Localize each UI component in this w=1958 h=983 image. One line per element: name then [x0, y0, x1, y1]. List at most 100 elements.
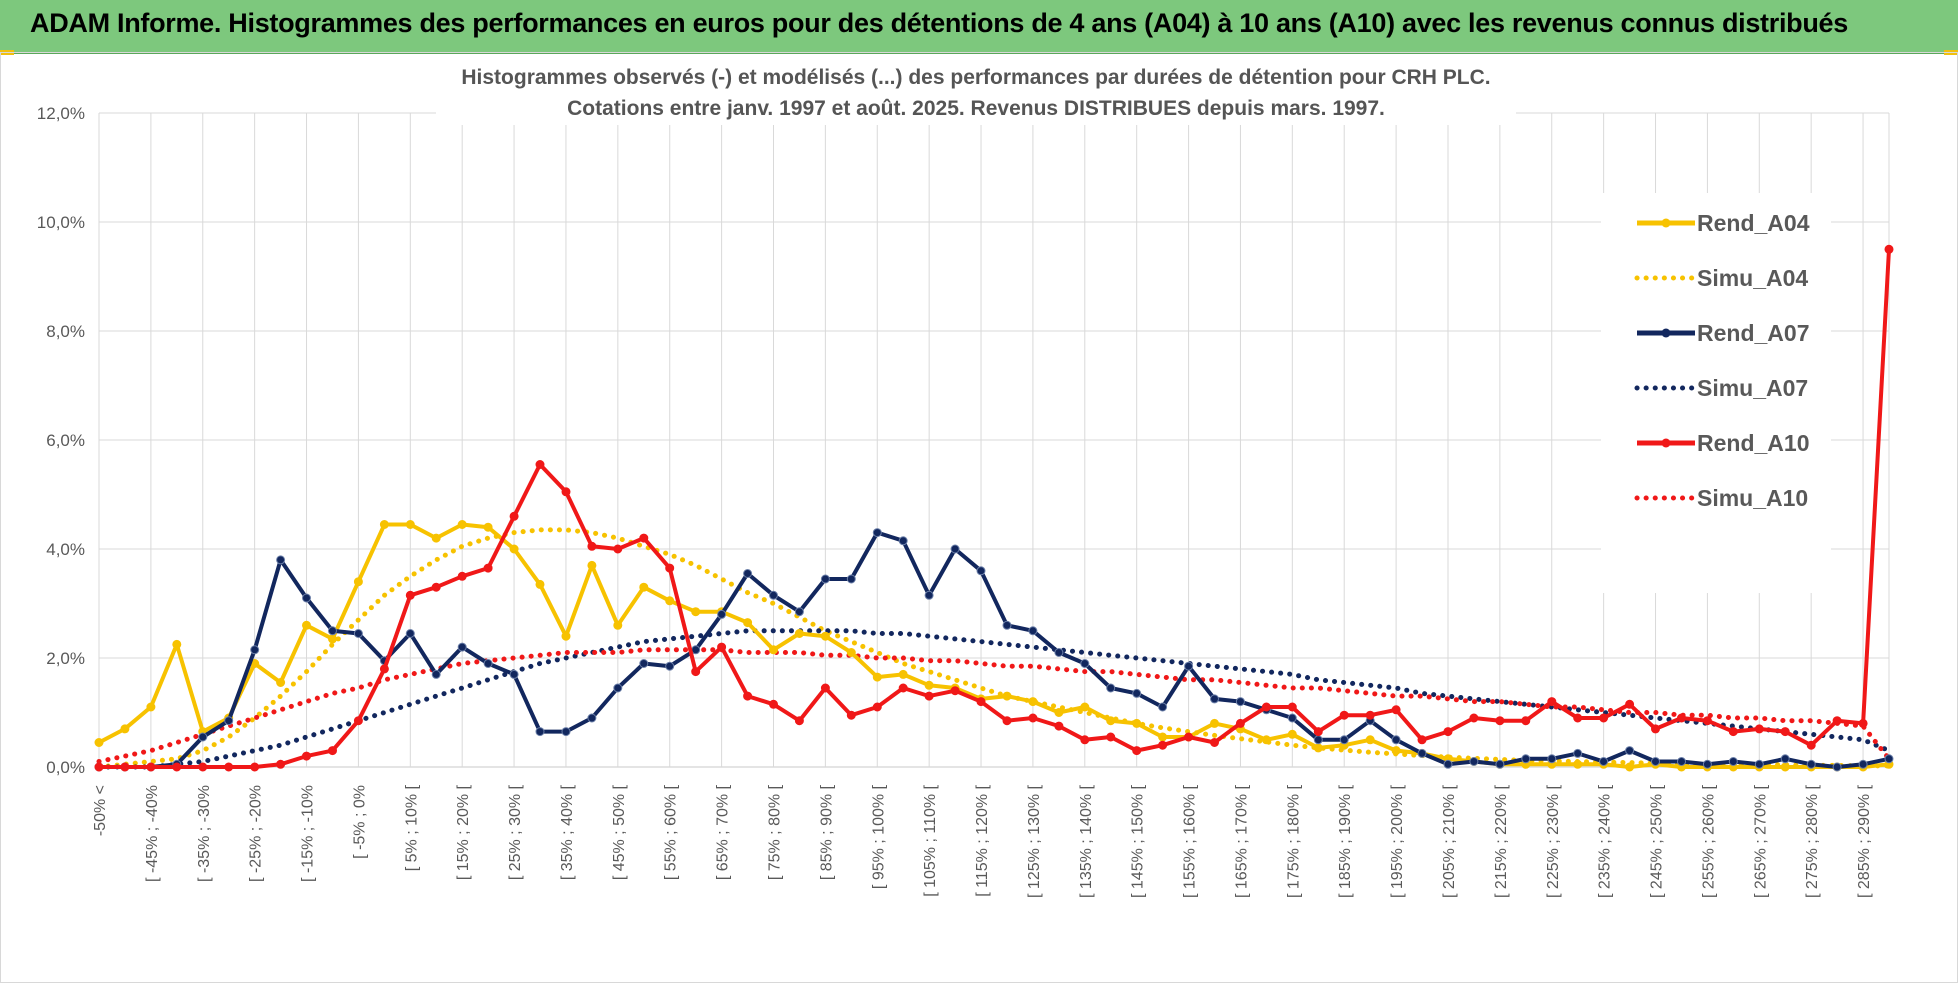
- data-point-rend-a04: [1080, 702, 1090, 712]
- data-point-rend-a07: [769, 590, 778, 600]
- data-point-rend-a04: [120, 724, 130, 734]
- y-axis-ticks: 0,0% 2,0% 4,0% 6,0% 8,0% 10,0% 12,0%: [37, 104, 85, 777]
- x-tick-label: [ 165% ; 170% [: [1233, 784, 1250, 898]
- data-point-rend-a04: [846, 648, 856, 657]
- y-tick-label: 0,0%: [46, 758, 85, 777]
- chart-title-block: Histogrammes observés (-) et modélisés (…: [436, 59, 1516, 125]
- data-point-rend-a07: [898, 536, 908, 546]
- x-tick-label: [ -25% ; -20%: [248, 785, 265, 882]
- x-tick-label: [ 115% ; 120% [: [974, 784, 991, 896]
- x-tick-label: [ 95% ; 100% [: [870, 784, 887, 889]
- data-point-rend-a04: [483, 522, 493, 532]
- data-point-rend-a10: [1754, 724, 1764, 734]
- x-tick-label: [ 125% ; 130% [: [1026, 784, 1043, 898]
- x-tick-label: [ 175% ; 180% [: [1285, 784, 1302, 898]
- data-point-rend-a07: [1054, 648, 1064, 657]
- x-tick-label: [ 45% ; 50% [: [611, 784, 628, 880]
- legend-label-simu-a10: Simu_A10: [1697, 485, 1808, 511]
- data-point-rend-a10: [1028, 713, 1038, 723]
- y-tick-label: 4,0%: [46, 540, 85, 559]
- x-tick-label: [ 5% ; 10% [: [403, 784, 420, 871]
- data-point-rend-a07: [717, 609, 727, 619]
- data-point-rend-a07: [820, 574, 830, 584]
- data-point-rend-a10: [1235, 718, 1245, 728]
- data-point-rend-a07: [328, 626, 337, 636]
- x-tick-label: [ 155% ; 160% [: [1182, 784, 1199, 898]
- data-point-rend-a04: [1210, 718, 1219, 728]
- data-point-rend-a07: [198, 732, 208, 742]
- series-line-rend-a04: [98, 522, 1890, 769]
- data-point-rend-a04: [1625, 762, 1635, 772]
- data-point-rend-a07: [250, 645, 260, 655]
- data-point-rend-a10: [1365, 710, 1375, 720]
- data-point-rend-a04: [561, 631, 571, 641]
- x-tick-label: [ 55% ; 60% [: [663, 784, 680, 880]
- data-point-rend-a07: [1651, 757, 1660, 766]
- data-point-rend-a04: [1287, 729, 1297, 739]
- x-tick-label: [ -15% ; -10%: [300, 785, 317, 882]
- data-point-rend-a10: [120, 762, 130, 772]
- data-point-rend-a07: [1521, 754, 1531, 764]
- series-line-rend-a10: [99, 249, 1891, 769]
- data-point-rend-a10: [431, 582, 441, 592]
- data-point-rend-a04: [1028, 697, 1038, 707]
- data-point-rend-a10: [561, 487, 571, 497]
- chart-area: 0,0% 2,0% 4,0% 6,0% 8,0% 10,0% 12,0% -50% < [ -…: [0, 52, 1958, 983]
- data-point-rend-a10: [535, 460, 545, 469]
- y-tick-label: 6,0%: [46, 431, 85, 450]
- data-point-rend-a10: [198, 762, 208, 772]
- y-tick-label: 8,0%: [46, 322, 85, 341]
- data-point-rend-a10: [924, 691, 934, 701]
- data-point-rend-a07: [561, 727, 571, 737]
- data-point-rend-a04: [639, 582, 649, 592]
- x-tick-label: [ 195% ; 200% [: [1389, 784, 1406, 898]
- data-point-rend-a07: [224, 716, 234, 726]
- data-point-rend-a07: [1702, 759, 1712, 769]
- x-tick-label: [ 145% ; 150% [: [1130, 784, 1147, 898]
- data-point-rend-a10: [1547, 697, 1557, 707]
- data-point-rend-a10: [794, 716, 804, 726]
- data-point-rend-a10: [1728, 727, 1738, 737]
- data-point-rend-a04: [1002, 691, 1012, 701]
- data-point-rend-a04: [172, 639, 182, 649]
- x-tick-label: [ 245% ; 250% [: [1649, 784, 1666, 898]
- x-tick-label: [ 185% ; 190% [: [1337, 784, 1354, 898]
- data-point-rend-a07: [1443, 759, 1453, 769]
- x-tick-label: -50% <: [92, 785, 109, 836]
- data-point-rend-a10: [1469, 713, 1479, 723]
- data-point-rend-a07: [276, 555, 286, 565]
- data-point-rend-a07: [535, 727, 545, 737]
- data-point-rend-a07: [1469, 757, 1479, 766]
- data-point-rend-a04: [379, 520, 389, 529]
- data-point-rend-a10: [872, 702, 882, 712]
- data-point-rend-a10: [846, 710, 856, 720]
- data-point-rend-a10: [276, 759, 286, 769]
- data-point-rend-a07: [1858, 759, 1868, 769]
- legend-marker-rend-a04: [1661, 218, 1671, 228]
- data-point-rend-a07: [665, 661, 675, 671]
- data-point-rend-a04: [1106, 716, 1116, 726]
- data-point-rend-a10: [1806, 740, 1816, 750]
- data-point-rend-a10: [717, 642, 727, 652]
- data-point-rend-a07: [1417, 748, 1427, 758]
- data-point-rend-a04: [1365, 735, 1375, 745]
- data-point-rend-a10: [820, 683, 830, 693]
- data-point-rend-a07: [1599, 757, 1609, 766]
- legend-label-rend-a04: Rend_A04: [1697, 210, 1810, 236]
- data-point-rend-a04: [872, 672, 882, 682]
- legend-label-rend-a07: Rend_A07: [1697, 320, 1809, 346]
- data-point-rend-a07: [587, 713, 597, 723]
- data-point-rend-a10: [457, 571, 467, 581]
- x-tick-label: [ 265% ; 270% [: [1752, 784, 1769, 898]
- data-point-rend-a07: [1391, 735, 1401, 745]
- data-point-rend-a07: [924, 590, 934, 600]
- data-point-rend-a04: [1573, 759, 1583, 769]
- data-point-rend-a07: [1313, 735, 1323, 745]
- report-title: ADAM Informe. Histogrammes des performan…: [30, 8, 1848, 38]
- data-point-rend-a10: [1184, 732, 1194, 742]
- data-point-rend-a07: [405, 629, 415, 638]
- data-point-rend-a10: [1495, 716, 1505, 726]
- histogram-chart: 0,0% 2,0% 4,0% 6,0% 8,0% 10,0% 12,0% -50% < [ -…: [37, 59, 1894, 898]
- data-point-rend-a10: [172, 762, 182, 772]
- x-tick-label: [ -45% ; -40%: [144, 785, 161, 882]
